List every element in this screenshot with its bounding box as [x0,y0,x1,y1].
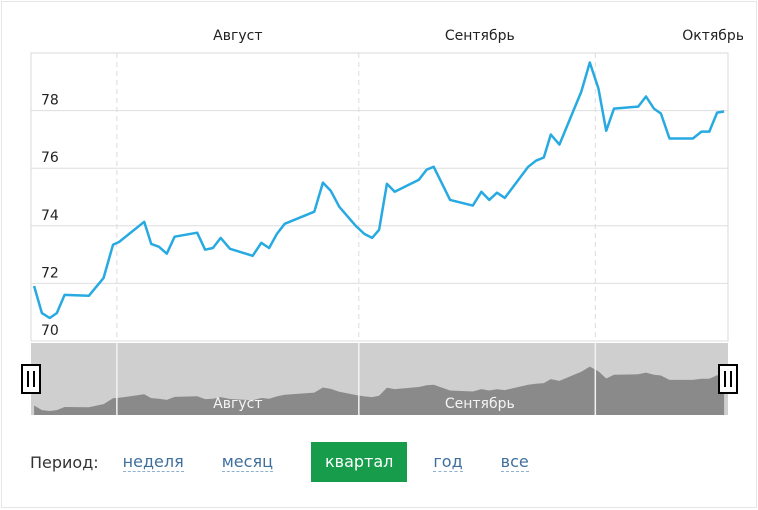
navigator-area [34,366,725,415]
period-option[interactable]: месяц [221,451,273,472]
x-tick-label: Октябрь [682,28,744,44]
y-tick-label: 74 [41,208,59,224]
chart: 70 72 74 76 78 Август Сентябрь Октябрь Август Сен… [21,28,744,415]
y-tick-label: 70 [41,323,59,339]
y-tick-label: 72 [41,265,59,281]
y-tick-label: 76 [41,150,59,166]
navigator-label: Сентябрь [445,396,515,412]
handle-box [21,364,41,394]
x-tick-label: Сентябрь [445,28,515,44]
navigator-handle[interactable] [718,364,738,394]
navigator-handle[interactable] [21,364,41,394]
price-line [32,61,725,320]
x-tick-label: Август [213,28,262,44]
navigator-label: Август [213,396,262,412]
period-option[interactable]: квартал [310,442,408,482]
period-label: Период: [30,452,99,472]
y-tick-label: 78 [41,93,59,109]
period-option[interactable]: все [500,451,529,472]
period-option[interactable]: год [433,451,463,472]
period-option[interactable]: неделя [122,451,184,472]
plot-frame [30,52,729,342]
handle-box [718,364,738,394]
period-controls: Период: неделя месяц квартал год все [30,442,567,482]
